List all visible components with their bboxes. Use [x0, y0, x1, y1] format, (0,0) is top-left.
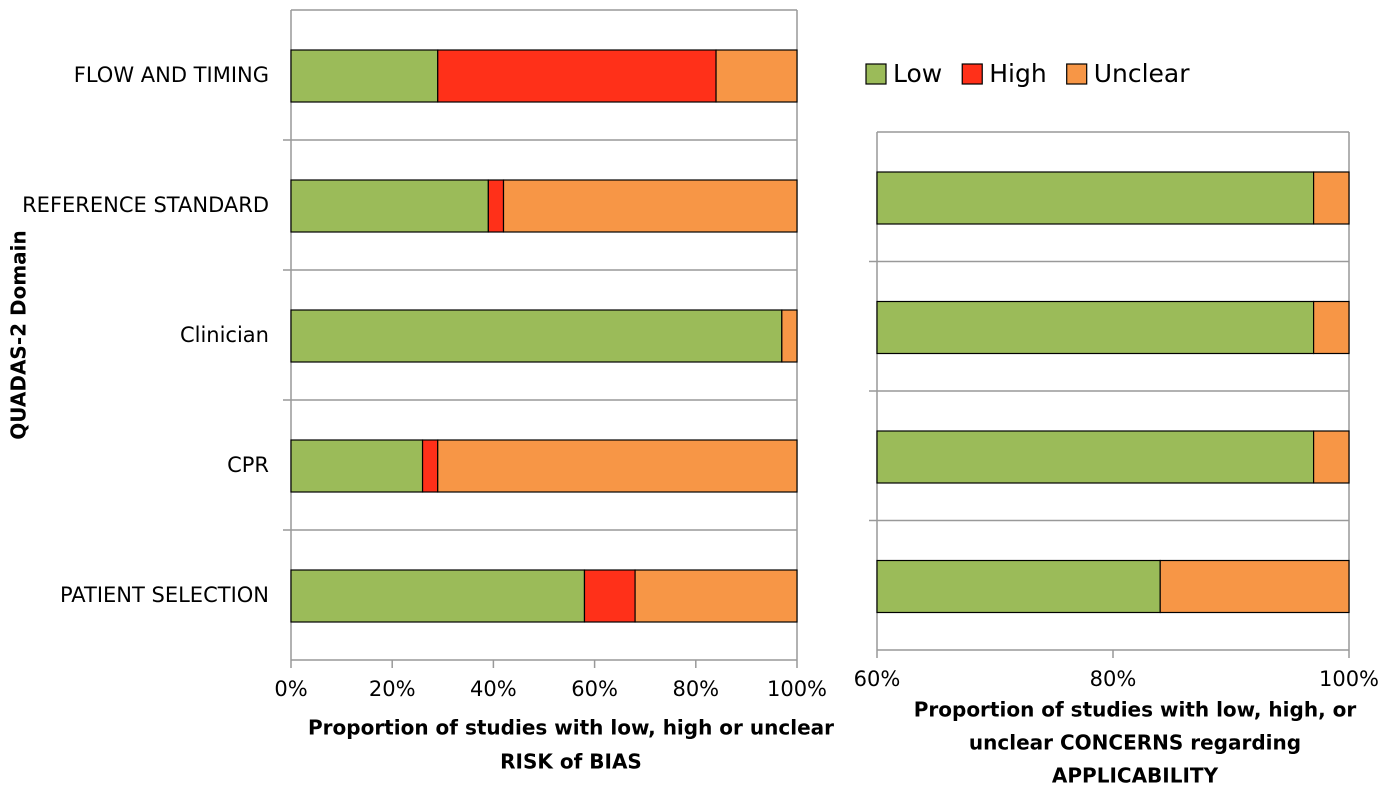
x-tick-label: 0%: [274, 677, 307, 701]
bar-segment: [437, 439, 798, 493]
bar-segment: [876, 430, 1315, 484]
bar-segment: [1312, 430, 1350, 484]
legend-swatch: [961, 63, 983, 85]
bar-segment: [634, 569, 798, 623]
x-axis-title: RISK of BIAS: [500, 750, 642, 774]
x-tick-label: 60%: [571, 677, 618, 701]
bar-segment: [876, 300, 1315, 355]
category-label: FLOW AND TIMING: [74, 63, 269, 87]
x-tick-label: 60%: [854, 667, 901, 691]
bar-segment: [487, 179, 505, 233]
bar-segment: [781, 309, 798, 363]
x-tick-label: 100%: [767, 677, 827, 701]
bar-segment: [290, 439, 424, 493]
bar-segment: [290, 179, 489, 233]
legend-label: Unclear: [1094, 59, 1191, 88]
bar-segment: [583, 569, 636, 623]
x-tick-label: 20%: [369, 677, 416, 701]
bar-segment: [502, 179, 798, 233]
x-tick-label: 100%: [1319, 667, 1379, 691]
category-label: PATIENT SELECTION: [60, 583, 269, 607]
bar-segment: [876, 171, 1315, 225]
bar-segment: [1312, 300, 1350, 355]
legend-swatch: [1066, 63, 1088, 85]
x-tick-label: 40%: [470, 677, 517, 701]
bar-segment: [290, 569, 586, 623]
x-tick-label: 80%: [672, 677, 719, 701]
x-axis-title: APPLICABILITY: [1052, 764, 1219, 788]
category-label: Clinician: [180, 323, 269, 347]
bar-segment: [421, 439, 439, 493]
x-tick-label: 80%: [1090, 667, 1137, 691]
x-axis-title: Proportion of studies with low, high, or: [914, 698, 1357, 722]
legend-label: Low: [893, 59, 942, 88]
y-axis-title: QUADAS-2 Domain: [7, 230, 31, 440]
bar-segment: [290, 309, 783, 363]
category-label: CPR: [227, 453, 269, 477]
bar-segment: [437, 49, 717, 103]
bar-segment: [1159, 559, 1350, 614]
bar-segment: [1312, 171, 1350, 225]
x-axis-title: Proportion of studies with low, high or …: [308, 716, 834, 740]
bar-segment: [290, 49, 439, 103]
bar-segment: [715, 49, 798, 103]
bar-segment: [876, 559, 1161, 614]
legend-label: High: [989, 59, 1046, 88]
category-label: REFERENCE STANDARD: [22, 193, 269, 217]
x-axis-title: unclear CONCERNS regarding: [969, 731, 1301, 755]
legend-swatch: [865, 63, 887, 85]
